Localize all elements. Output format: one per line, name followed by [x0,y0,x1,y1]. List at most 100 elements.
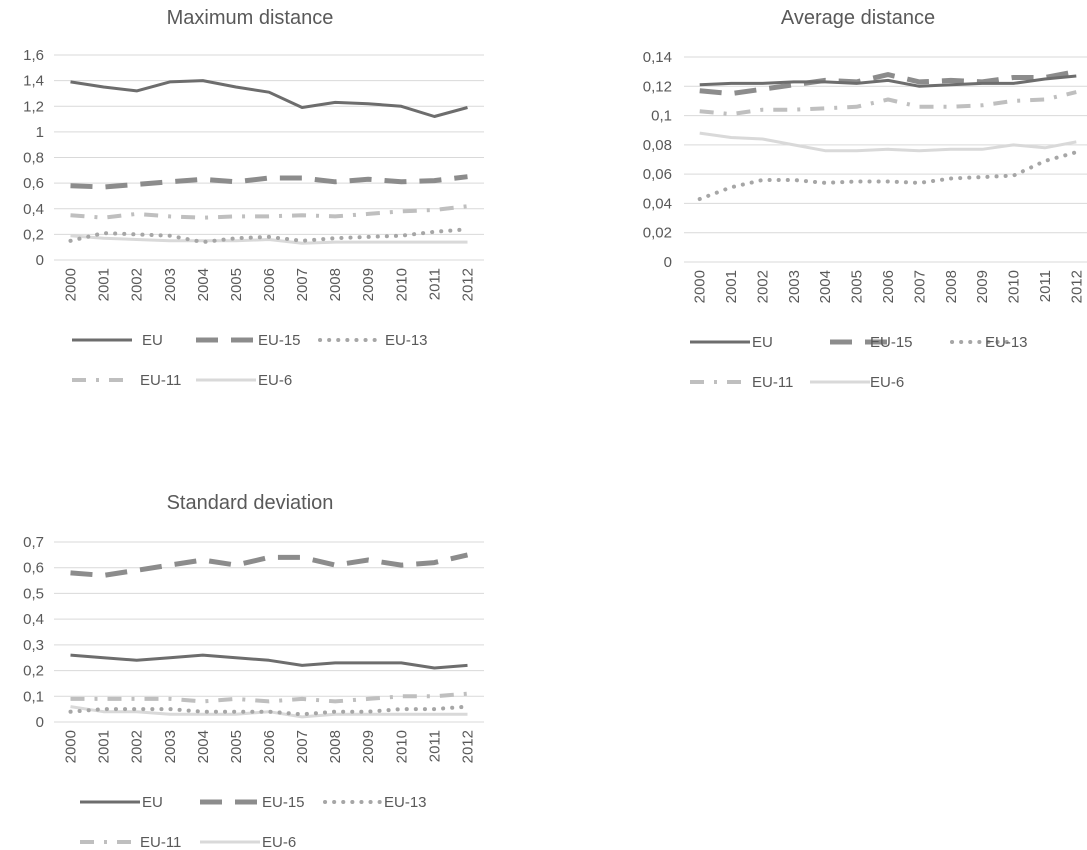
x-tick-label: 2003 [162,730,179,763]
y-tick-label: 0,14 [643,49,672,66]
y-tick-label: 0 [36,252,44,269]
x-tick-label: 2006 [261,268,278,301]
y-tick-label: 0,2 [23,226,44,243]
x-tick-label: 2004 [817,270,834,303]
legend-label-eu-11: EU-11 [140,834,181,850]
chart-title: Maximum distance [167,7,334,29]
x-tick-label: 2011 [426,268,443,300]
y-tick-label: 1 [36,124,44,141]
x-tick-label: 2004 [195,730,212,763]
chart-panel-standard-deviation: Standard deviation 0 0,1 0,2 0,3 0,4 0,5 0,6 0,7… [0,485,500,850]
legend-label-eu-15: EU-15 [870,334,913,351]
x-tick-label: 2009 [360,268,377,301]
y-tick-label: 0,8 [23,150,44,167]
series-line-eu-13 [697,150,1079,201]
y-tick-label: 0,08 [643,137,672,154]
y-tick-label: 1,4 [23,73,44,90]
legend-label-eu: EU [142,794,163,811]
series-line-eu-15 [70,174,468,190]
x-tick-label: 2009 [360,730,377,763]
legend-label-eu-15: EU-15 [258,332,301,349]
chart-title: Average distance [781,7,935,29]
x-tick-label: 2005 [849,270,866,303]
x-tick-label: 2006 [880,270,897,303]
series-line-eu-15 [70,552,469,578]
series-line-eu-6 [699,131,1077,153]
x-tick-label: 2012 [1068,270,1085,303]
x-tick-label: 2008 [327,730,344,763]
y-tick-label: 0,1 [651,108,672,125]
series-line-eu [70,79,468,118]
x-tick-label: 2008 [943,270,960,303]
x-tick-label: 2010 [393,730,410,763]
x-tick-label: 2000 [692,270,709,303]
x-tick-label: 2011 [426,730,443,762]
x-tick-label: 2011 [1037,270,1054,302]
series-line-eu-6 [70,234,468,245]
x-tick-label: 2003 [162,268,179,301]
chart-std: Standard deviation 0 0,1 0,2 0,3 0,4 0,5 0,6 0,7… [23,492,484,850]
legend-label-eu-6: EU-6 [870,374,904,391]
legend-label-eu-13: EU-13 [985,334,1028,351]
y-tick-label: 0,2 [23,663,44,680]
x-tick-label: 2001 [723,270,740,303]
series-line-eu-15 [699,69,1077,97]
x-tick-label: 2000 [63,268,80,301]
series-line-eu [70,653,468,670]
x-tick-label: 2002 [129,268,146,301]
y-tick-label: 0,12 [643,78,672,95]
legend-label-eu-13: EU-13 [384,794,427,811]
legend-label-eu: EU [142,332,163,349]
chart-max: Maximum distance 0 0,2 0,4 0,6 0,8 1 1,2 1,4 1,6 2… [23,7,484,389]
x-tick-label: 2008 [327,268,344,301]
x-tick-label: 2000 [63,730,80,763]
legend-label-eu-6: EU-6 [262,834,296,850]
y-tick-label: 0,7 [23,534,44,551]
chart-avg: Average distance 0 0,02 0,04 0,06 0,08 0,1 0,12… [643,7,1087,391]
chart-panel-maximum-distance: Maximum distance 0 0,2 0,4 0,6 0,8 1 1,2 1,4 1,6 2… [0,0,500,395]
x-tick-label: 2004 [195,268,212,301]
x-tick-label: 2007 [294,730,311,763]
y-tick-label: 0,1 [23,688,44,705]
series-line-eu-11 [699,90,1077,117]
y-tick-label: 0 [36,714,44,731]
y-tick-label: 0,6 [23,175,44,192]
legend-label-eu-15: EU-15 [262,794,305,811]
legend-label-eu-13: EU-13 [385,332,428,349]
y-tick-label: 0,06 [643,166,672,183]
x-tick-label: 2007 [911,270,928,303]
x-tick-label: 2006 [261,730,278,763]
legend-label-eu-6: EU-6 [258,372,292,389]
legend-label-eu-11: EU-11 [752,374,793,391]
legend-label-eu: EU [752,334,773,351]
y-tick-label: 0,4 [23,201,44,218]
x-tick-label: 2005 [228,730,245,763]
x-tick-label: 2009 [974,270,991,303]
y-tick-label: 0 [664,254,672,271]
x-tick-label: 2002 [129,730,146,763]
x-tick-label: 2007 [294,268,311,301]
x-tick-label: 2001 [96,268,113,301]
x-tick-label: 2001 [96,730,113,763]
legend-label-eu-11: EU-11 [140,372,181,389]
y-tick-label: 0,4 [23,611,44,628]
series-line-eu-11 [70,204,468,220]
x-tick-label: 2003 [786,270,803,303]
series-line-eu-13 [68,704,470,717]
series-line-eu-13 [68,227,470,245]
series-line-eu-11 [70,691,468,704]
series-line-eu [699,74,1077,88]
y-tick-label: 0,5 [23,585,44,602]
y-tick-label: 0,04 [643,195,672,212]
x-tick-label: 2002 [754,270,771,303]
chart-panel-average-distance: Average distance 0 0,02 0,04 0,06 0,08 0,1 0,12… [580,0,1087,395]
y-tick-label: 1,6 [23,47,44,64]
y-tick-label: 0,3 [23,637,44,654]
x-tick-label: 2010 [393,268,410,301]
y-tick-label: 1,2 [23,98,44,115]
y-tick-label: 0,6 [23,560,44,577]
x-tick-label: 2012 [459,268,476,301]
chart-title: Standard deviation [167,492,334,514]
y-tick-label: 0,02 [643,225,672,242]
x-tick-label: 2012 [459,730,476,763]
